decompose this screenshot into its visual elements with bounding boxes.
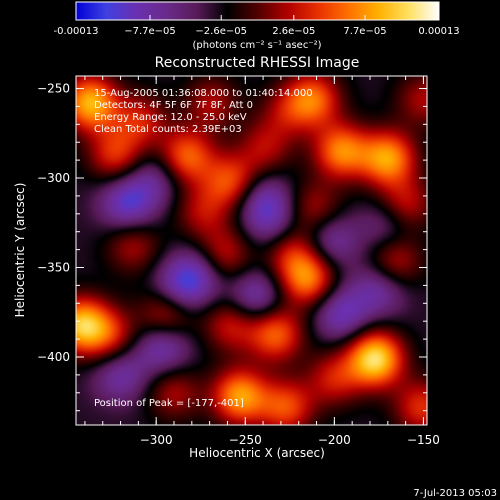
colorbar-tick-label: -0.00013	[54, 26, 99, 37]
y-tick-label: −400	[37, 350, 70, 364]
x-tick-label: −250	[229, 433, 262, 447]
x-axis-ticks: −300 −250 −200 −150	[84, 76, 440, 447]
plot-frame	[75, 75, 428, 426]
colorbar-tick-label: 7.7e−05	[343, 26, 386, 37]
timestamp: 7-Jul-2013 05:03	[413, 488, 497, 499]
colorbar-tick-label: −2.6e−05	[195, 26, 247, 37]
y-axis-ticks: −250 −300 −350 −400	[37, 82, 427, 412]
colorbar: -0.00013 −7.7e−05 −2.6e−05 2.6e−05 7.7e−05 0.…	[54, 1, 460, 51]
x-axis-label: Heliocentric X (arcsec)	[189, 446, 325, 460]
heatmap-image	[76, 76, 427, 425]
y-tick-label: −250	[37, 82, 70, 96]
info-line: Clean Total counts: 2.39E+03	[94, 124, 242, 135]
peak-position-label: Position of Peak = [-177,-401]	[94, 398, 244, 409]
y-tick-label: −300	[37, 171, 70, 185]
chart-title: Reconstructed RHESSI Image	[155, 55, 360, 71]
info-line: 15-Aug-2005 01:36:08.000 to 01:40:14.000	[94, 88, 313, 99]
info-text-block: 15-Aug-2005 01:36:08.000 to 01:40:14.000…	[94, 88, 313, 135]
colorbar-units-label: (photons cm⁻² s⁻¹ asec⁻²)	[192, 40, 321, 51]
colorbar-tick-label: 0.00013	[418, 26, 459, 37]
x-tick-label: −200	[318, 433, 351, 447]
info-line: Detectors: 4F 5F 6F 7F 8F, Att 0	[94, 100, 253, 111]
y-tick-label: −350	[37, 261, 70, 275]
x-tick-label: −150	[407, 433, 440, 447]
colorbar-tick-label: 2.6e−05	[272, 26, 315, 37]
colorbar-ticks: -0.00013 −7.7e−05 −2.6e−05 2.6e−05 7.7e−05 0.…	[54, 15, 460, 37]
x-tick-label: −300	[140, 433, 173, 447]
y-axis-label: Heliocentric Y (arcsec)	[13, 183, 27, 318]
colorbar-tick-label: −7.7e−05	[124, 26, 176, 37]
info-line: Energy Range: 12.0 - 25.0 keV	[94, 112, 247, 123]
colorbar-gradient	[75, 1, 440, 21]
